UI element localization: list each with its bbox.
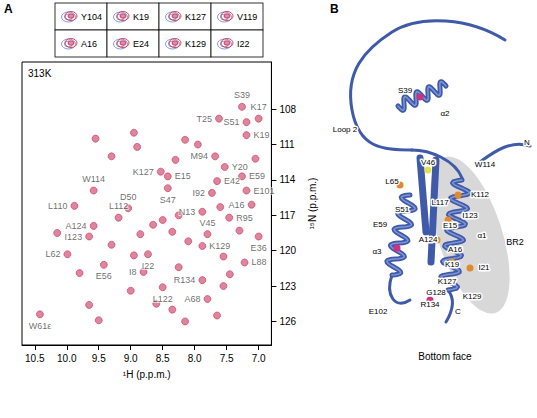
svg-text:R95: R95 <box>236 213 253 223</box>
svg-text:9.5: 9.5 <box>92 353 106 364</box>
svg-text:E42: E42 <box>224 176 240 186</box>
svg-text:¹H (p.p.m.): ¹H (p.p.m.) <box>123 369 171 380</box>
svg-text:K129: K129 <box>185 39 206 49</box>
svg-text:K129: K129 <box>209 241 230 251</box>
svg-text:9.0: 9.0 <box>124 353 138 364</box>
svg-text:I92: I92 <box>192 188 205 198</box>
svg-text:¹⁵N (p.p.m.): ¹⁵N (p.p.m.) <box>307 178 318 230</box>
svg-text:K127: K127 <box>185 12 206 22</box>
svg-text:S39: S39 <box>398 86 413 95</box>
svg-text:120: 120 <box>279 245 296 256</box>
svg-text:I8: I8 <box>129 267 137 277</box>
svg-text:Bottom face: Bottom face <box>418 351 472 362</box>
svg-text:A68: A68 <box>184 294 200 304</box>
svg-text:K129: K129 <box>463 292 482 301</box>
svg-text:E59: E59 <box>249 171 265 181</box>
svg-text:α2: α2 <box>440 109 450 118</box>
svg-text:A16: A16 <box>81 39 97 49</box>
svg-text:R134: R134 <box>174 275 196 285</box>
svg-text:E59: E59 <box>373 220 388 229</box>
svg-text:E15: E15 <box>175 171 191 181</box>
svg-text:A: A <box>4 2 13 16</box>
svg-text:D50: D50 <box>119 191 137 202</box>
svg-text:S51: S51 <box>395 205 410 214</box>
svg-text:A16: A16 <box>448 245 463 254</box>
svg-text:I21: I21 <box>478 263 490 272</box>
svg-text:V45: V45 <box>199 218 215 228</box>
svg-text:A124: A124 <box>419 235 438 244</box>
svg-text:E36: E36 <box>251 243 267 253</box>
svg-text:S51: S51 <box>223 117 239 127</box>
svg-text:111: 111 <box>279 139 295 150</box>
svg-text:V46: V46 <box>421 158 436 167</box>
svg-text:L112: L112 <box>109 201 128 211</box>
svg-text:114: 114 <box>279 174 295 185</box>
svg-text:V119: V119 <box>237 12 257 22</box>
svg-text:L110: L110 <box>48 201 67 211</box>
svg-text:8.0: 8.0 <box>188 353 202 364</box>
svg-text:M94: M94 <box>191 151 209 161</box>
svg-text:S47: S47 <box>160 195 176 205</box>
svg-text:123: 123 <box>279 281 296 292</box>
svg-text:Loop 2: Loop 2 <box>333 125 358 134</box>
svg-text:313K: 313K <box>28 68 52 79</box>
svg-text:K127: K127 <box>133 167 154 177</box>
svg-text:B: B <box>330 2 339 16</box>
svg-text:7.5: 7.5 <box>220 353 234 364</box>
svg-text:L88: L88 <box>252 257 267 267</box>
svg-text:I22: I22 <box>142 261 155 271</box>
svg-text:T25: T25 <box>196 114 212 124</box>
svg-text:I123: I123 <box>65 232 83 242</box>
svg-text:E102: E102 <box>369 307 388 316</box>
svg-text:G128: G128 <box>426 288 446 297</box>
svg-text:10.5: 10.5 <box>25 353 45 364</box>
svg-text:E15: E15 <box>443 221 458 230</box>
svg-text:10.0: 10.0 <box>57 353 77 364</box>
svg-text:K112: K112 <box>471 190 490 199</box>
svg-text:E24: E24 <box>133 39 149 49</box>
svg-text:R134: R134 <box>420 300 440 309</box>
svg-text:L117: L117 <box>431 198 449 207</box>
svg-text:L62: L62 <box>45 249 60 259</box>
svg-text:N13: N13 <box>179 207 196 217</box>
svg-text:C: C <box>455 307 461 316</box>
svg-text:A16: A16 <box>229 200 245 210</box>
svg-text:E56: E56 <box>96 271 112 281</box>
svg-text:Y104: Y104 <box>81 12 102 22</box>
svg-text:α3: α3 <box>372 247 382 256</box>
svg-text:α1: α1 <box>477 231 487 240</box>
svg-text:K19: K19 <box>133 12 149 22</box>
svg-text:A124: A124 <box>66 221 87 231</box>
svg-text:S39: S39 <box>234 90 250 100</box>
svg-text:L65: L65 <box>385 177 399 186</box>
svg-text:I22: I22 <box>237 39 250 49</box>
svg-text:BR2: BR2 <box>506 237 524 247</box>
svg-text:8.5: 8.5 <box>156 353 170 364</box>
svg-text:W61ε: W61ε <box>29 321 52 331</box>
svg-text:K19: K19 <box>445 260 460 269</box>
svg-text:W114: W114 <box>475 160 496 169</box>
svg-text:K127: K127 <box>438 277 457 286</box>
svg-text:K19: K19 <box>253 130 269 140</box>
svg-text:117: 117 <box>279 210 295 221</box>
svg-text:126: 126 <box>279 316 296 327</box>
svg-text:L122: L122 <box>153 294 173 304</box>
svg-text:Y20: Y20 <box>232 162 248 172</box>
svg-text:I123: I123 <box>462 211 478 220</box>
svg-text:108: 108 <box>279 104 296 115</box>
svg-text:E101: E101 <box>253 186 274 196</box>
svg-text:K17: K17 <box>251 102 267 112</box>
svg-text:N: N <box>524 138 530 147</box>
svg-text:7.0: 7.0 <box>252 353 266 364</box>
svg-text:W114: W114 <box>82 174 105 184</box>
